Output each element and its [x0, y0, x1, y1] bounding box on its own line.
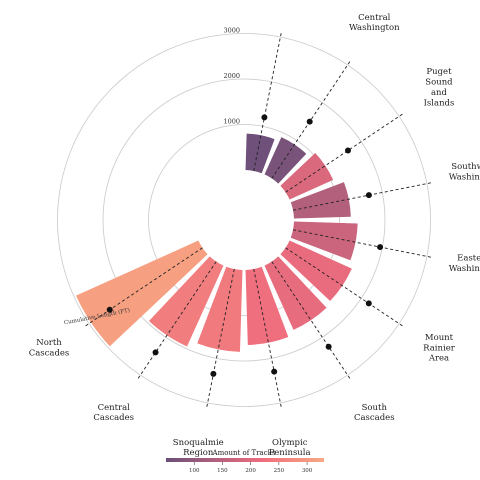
spoke-5	[285, 247, 405, 328]
radial-ticks: 1000 2000 3000	[223, 27, 240, 126]
category-label-4: EasternWashington	[449, 254, 480, 274]
legend-title: Amount of Tracks	[212, 449, 276, 457]
spoke-3	[292, 182, 433, 211]
marker-1	[306, 118, 313, 125]
spoke-10	[83, 247, 203, 328]
category-label-9: Central Cascades	[93, 403, 134, 423]
legend-tick-150: 150	[217, 468, 228, 474]
color-legend: Amount of Tracks 100 150 200 250 300	[166, 449, 324, 474]
spoke-9	[136, 261, 217, 381]
bar-6	[264, 256, 327, 330]
marker-5	[365, 300, 372, 307]
marker-6	[325, 343, 332, 350]
grid-circle-1000	[148, 124, 340, 316]
bar-1	[264, 137, 307, 184]
bar-5	[280, 240, 352, 302]
spoke-4	[292, 229, 433, 258]
bar-9	[148, 256, 224, 347]
category-label-6: South Cascades	[354, 403, 395, 423]
category-label-1: Central Washington	[349, 13, 400, 33]
legend-tick-100: 100	[189, 468, 200, 474]
marker-7	[271, 368, 278, 375]
spoke-7	[253, 268, 282, 409]
spoke-6	[271, 261, 352, 381]
legend-tick-250: 250	[274, 468, 285, 474]
category-label-10: North Cascades	[29, 338, 70, 358]
marker-9	[152, 349, 159, 356]
spoke-0	[253, 31, 282, 172]
grid-circles	[57, 33, 431, 407]
bars	[76, 133, 358, 352]
category-label-2: Puget Sound and Islands	[424, 67, 455, 108]
category-label-5: Mount Rainier Area	[423, 333, 456, 364]
legend-tick-300: 300	[302, 468, 313, 474]
bar-3	[290, 182, 351, 219]
spoke-2	[285, 112, 405, 193]
marker-8	[210, 370, 217, 377]
dashed-spokes	[83, 31, 433, 409]
marker-2	[344, 147, 351, 154]
marker-0	[261, 114, 268, 121]
bar-7	[245, 266, 289, 346]
category-label-7: Olympic Peninsula	[269, 438, 311, 458]
legend-gradient-bar	[166, 458, 324, 462]
grid-circle-2000	[102, 78, 386, 362]
bar-4	[290, 221, 358, 261]
category-label-8: Snoqualmie Region	[173, 438, 224, 458]
category-labels: IssaquahAlpsCentralWashingtonPugetSounda…	[29, 13, 480, 458]
marker-3	[365, 192, 372, 199]
bar-0	[245, 133, 275, 174]
radial-tick-1000: 1000	[223, 118, 240, 126]
radial-tick-2000: 2000	[223, 72, 240, 80]
category-label-3: SouthwestWashington	[449, 162, 480, 182]
spoke-1	[271, 59, 352, 179]
marker-4	[377, 244, 384, 251]
bar-2	[280, 153, 334, 200]
bar-8	[197, 266, 243, 352]
radial-tick-3000: 3000	[223, 27, 240, 35]
marker-10	[106, 306, 113, 313]
markers	[106, 114, 384, 377]
grid-circle-3000	[57, 33, 431, 407]
legend-tick-200: 200	[245, 468, 256, 474]
bar-10	[76, 240, 208, 347]
spoke-8	[206, 268, 235, 409]
